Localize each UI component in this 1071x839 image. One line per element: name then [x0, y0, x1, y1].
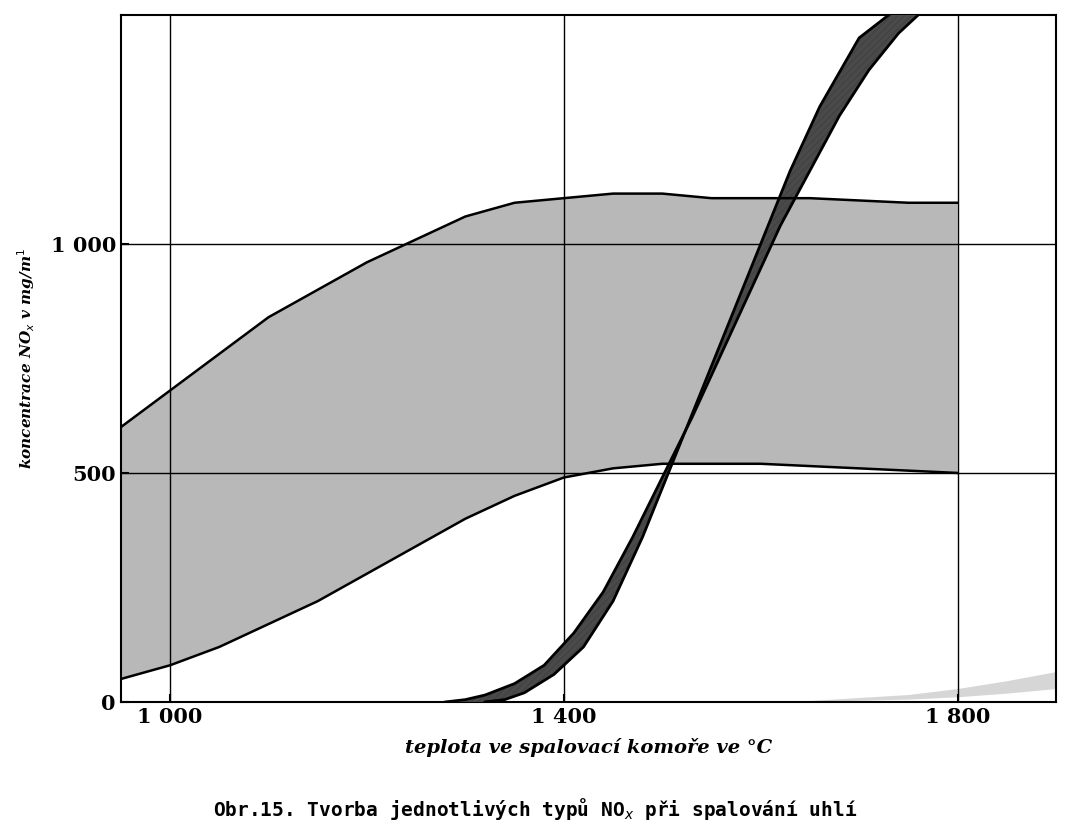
X-axis label: teplota ve spalovací komoře ve °C: teplota ve spalovací komoře ve °C [405, 737, 772, 757]
Polygon shape [446, 15, 918, 702]
Text: Obr.15. Tvorba jednotlivých typů NO$_x$ při spalování uhlí: Obr.15. Tvorba jednotlivých typů NO$_x$ … [213, 796, 858, 822]
Polygon shape [446, 15, 918, 702]
Polygon shape [741, 672, 1056, 702]
Y-axis label: koncentrace NO$_x$ v mg/m$^1$: koncentrace NO$_x$ v mg/m$^1$ [15, 248, 36, 469]
Polygon shape [121, 194, 957, 679]
